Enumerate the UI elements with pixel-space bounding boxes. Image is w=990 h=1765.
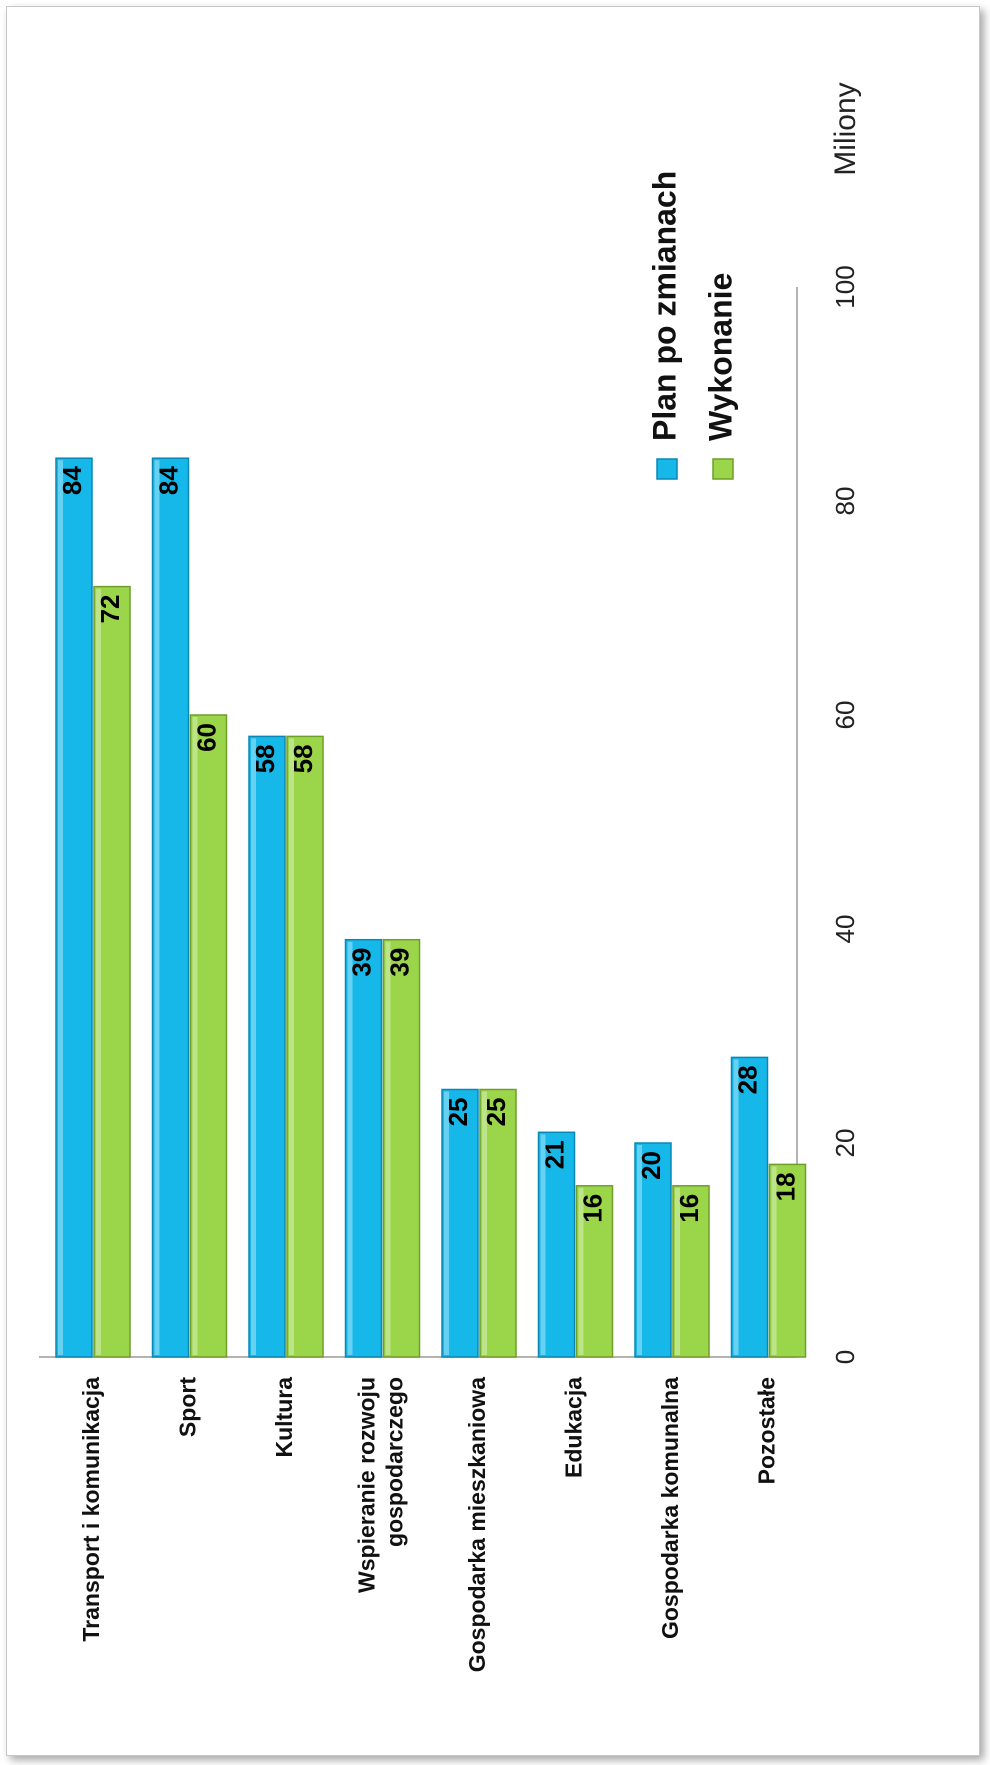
bar-plan-0: [55, 457, 93, 1358]
bar-highlight: [192, 717, 198, 1355]
bar-wykonanie-0: [93, 585, 131, 1358]
data-label: 18: [770, 1172, 800, 1201]
bar-wykonanie-2: [286, 735, 324, 1358]
bar-highlight: [58, 460, 63, 1355]
data-label: 39: [346, 948, 376, 977]
bar-wykonanie-7: [768, 1163, 807, 1358]
bar-highlight: [540, 1134, 546, 1355]
category-label: Wspieranie rozwoju: [354, 1377, 380, 1593]
bar-wykonanie-1: [189, 714, 228, 1358]
bar-plan-4: [441, 1088, 479, 1358]
unit-label: Miliony: [829, 82, 862, 175]
data-label: 60: [191, 723, 221, 752]
category-label: Kultura: [271, 1377, 297, 1458]
bar-plan-2: [248, 735, 286, 1358]
data-label: 58: [250, 744, 280, 773]
bar-wykonanie-5: [575, 1185, 614, 1358]
data-label: 25: [443, 1098, 473, 1127]
data-label: 20: [636, 1151, 666, 1180]
category-label: Transport i komunikacja: [78, 1377, 104, 1642]
bar-plan-1: [151, 457, 190, 1358]
bar-wykonanie-3: [382, 938, 421, 1358]
bar-highlight: [385, 941, 391, 1355]
bar-wykonanie-6: [672, 1185, 710, 1358]
bar-plan-3: [344, 938, 383, 1358]
bar-highlight: [637, 1145, 642, 1355]
bar-highlight: [578, 1187, 584, 1355]
bar-plan-6: [634, 1142, 672, 1358]
bar-chart: 0 20 40 60 80 100 Miliony 84 84 58 39 25 21 20 28 72 60 5…: [39, 82, 862, 1672]
value-tick-label: 80: [830, 487, 860, 516]
bar-highlight: [154, 460, 160, 1355]
bar-highlight: [347, 941, 353, 1355]
data-label: 39: [384, 948, 414, 977]
legend-swatch-plan: [656, 458, 678, 480]
bar-highlight: [444, 1091, 449, 1355]
category-label: Gospodarka komunalna: [657, 1377, 683, 1639]
value-tick-label: 0: [830, 1350, 860, 1364]
legend-label-wykonanie: Wykonanie: [702, 273, 738, 441]
bar-highlight: [251, 738, 256, 1355]
bar-highlight: [675, 1187, 680, 1355]
bar-highlight: [482, 1091, 487, 1355]
data-label: 21: [539, 1140, 569, 1169]
data-label: 28: [732, 1065, 762, 1094]
bar-plan-5: [537, 1131, 576, 1358]
category-label: Edukacja: [561, 1377, 587, 1478]
category-label: Pozostałe: [754, 1377, 780, 1484]
data-label: 16: [577, 1194, 607, 1223]
bar-highlight: [96, 588, 101, 1355]
category-label: gospodarczego: [382, 1377, 408, 1547]
bar-highlight: [733, 1059, 739, 1355]
value-tick-label: 100: [830, 265, 860, 308]
category-label: Gospodarka mieszkaniowa: [464, 1377, 490, 1672]
data-label: 84: [153, 466, 183, 495]
data-label: 84: [57, 466, 87, 495]
bar-plan-7: [730, 1056, 769, 1358]
chart-frame: 0 20 40 60 80 100 Miliony 84 84 58 39 25 21 20 28 72 60 5…: [6, 6, 980, 1756]
bar-wykonanie-4: [479, 1088, 517, 1358]
bar-highlight: [289, 738, 294, 1355]
value-tick-label: 20: [830, 1129, 860, 1158]
bar-highlight: [771, 1166, 777, 1355]
legend-label-plan: Plan po zmianach: [646, 171, 682, 441]
data-label: 16: [674, 1194, 704, 1223]
data-label: 58: [288, 744, 318, 773]
data-label: 25: [481, 1098, 511, 1127]
value-tick-label: 40: [830, 915, 860, 944]
data-label: 72: [95, 595, 125, 624]
value-tick-label: 60: [830, 701, 860, 730]
legend-swatch-wykonanie: [712, 458, 734, 480]
category-label: Sport: [175, 1377, 201, 1437]
